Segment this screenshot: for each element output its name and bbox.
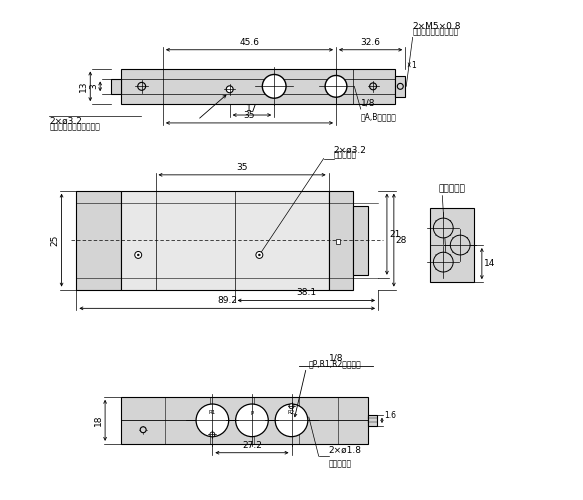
Circle shape [433,218,453,238]
Circle shape [210,432,215,437]
Bar [353,206,368,274]
Circle shape [289,404,294,408]
Circle shape [140,427,146,432]
Circle shape [370,83,377,90]
Text: 2×ø3.2: 2×ø3.2 [333,146,366,155]
Text: 1.6: 1.6 [384,411,396,420]
Text: 1/8: 1/8 [329,354,343,362]
Text: P: P [250,412,254,416]
Circle shape [226,86,233,93]
Text: 2×ø3.2: 2×ø3.2 [49,116,82,126]
Circle shape [397,84,403,89]
Bar [335,239,340,244]
Text: （A,Bポート）: （A,Bポート） [361,112,396,121]
Bar [368,414,377,426]
Circle shape [196,404,229,436]
Text: （パイロットポート）: （パイロットポート） [413,28,459,36]
Bar [121,397,368,444]
Text: 35: 35 [236,163,248,172]
Text: （マニホールド取付用）: （マニホールド取付用） [49,122,100,132]
Circle shape [262,74,286,98]
Circle shape [433,252,453,272]
Text: 3: 3 [90,84,99,89]
Text: 25: 25 [51,234,59,246]
Text: 35: 35 [244,112,255,120]
Text: （取付用）: （取付用） [333,150,357,160]
Text: 28: 28 [396,236,407,244]
Text: 13: 13 [79,80,88,92]
Bar [395,76,405,97]
Circle shape [138,82,146,90]
Circle shape [450,235,470,255]
Text: 1: 1 [411,60,416,70]
Circle shape [258,254,261,256]
Text: 2×M5×0.8: 2×M5×0.8 [413,22,461,32]
Text: R1: R1 [209,410,216,414]
Text: 38.1: 38.1 [296,288,317,298]
Text: 21: 21 [389,230,401,238]
Text: 27.2: 27.2 [242,442,262,450]
Circle shape [275,404,308,436]
Text: 18: 18 [94,414,103,426]
Text: 1/8: 1/8 [361,98,375,107]
Bar [121,68,395,104]
Circle shape [236,404,268,436]
Bar [329,190,353,290]
Circle shape [137,254,139,256]
Bar [121,190,329,290]
Text: 45.6: 45.6 [240,38,259,47]
Bar [430,208,475,282]
Text: （呼吸穴）: （呼吸穴） [329,460,352,468]
Text: マニュアル: マニュアル [439,184,466,193]
Text: R2: R2 [288,410,295,414]
Text: 14: 14 [484,259,495,268]
Text: 89.2: 89.2 [217,296,237,306]
Text: 32.6: 32.6 [361,38,381,47]
Text: （P,R1,R2ポート）: （P,R1,R2ポート） [309,359,361,368]
Circle shape [325,76,347,97]
Text: 17: 17 [246,104,258,112]
Bar [76,190,121,290]
Circle shape [256,252,263,258]
Text: 2×ø1.8: 2×ø1.8 [329,446,361,454]
Bar [111,78,121,94]
Circle shape [135,252,142,258]
